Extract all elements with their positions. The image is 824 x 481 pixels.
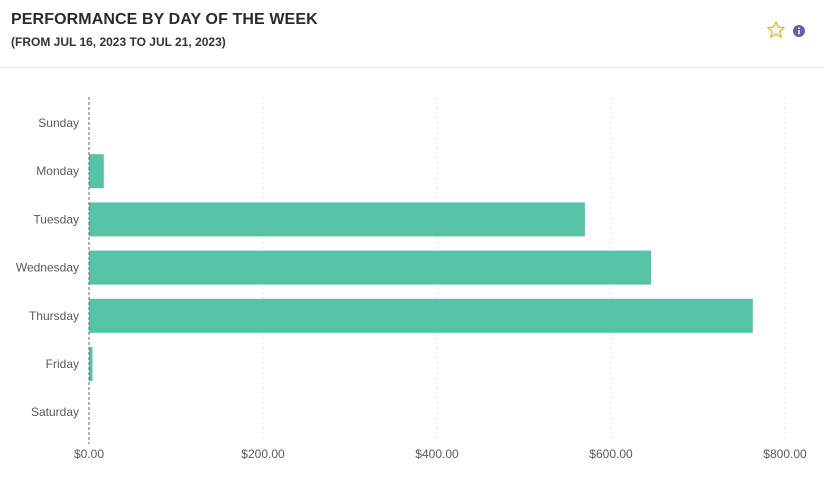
y-tick-label: Wednesday <box>16 261 79 275</box>
bar-tuesday[interactable] <box>89 202 585 237</box>
bar-chart: $0.00 $200.00 $400.00 $600.00 $800.00 Sunday M… <box>0 68 824 481</box>
star-icon[interactable] <box>766 20 786 40</box>
y-tick-label: Saturday <box>31 405 79 419</box>
bar-monday[interactable] <box>89 154 104 189</box>
x-tick-label: $0.00 <box>74 447 104 461</box>
x-tick-label: $400.00 <box>415 447 459 461</box>
date-range-subtitle: (FROM JUL 16, 2023 TO JUL 21, 2023) <box>11 35 226 49</box>
bars <box>89 154 753 381</box>
tick-labels: $0.00 $200.00 $400.00 $600.00 $800.00 Sunday M… <box>16 116 807 461</box>
chart-svg: $0.00 $200.00 $400.00 $600.00 $800.00 Sunday M… <box>16 97 807 461</box>
y-tick-label: Friday <box>46 357 79 371</box>
info-icon[interactable] <box>793 25 805 37</box>
x-tick-label: $200.00 <box>241 447 285 461</box>
y-tick-label: Monday <box>36 164 79 178</box>
bar-friday[interactable] <box>89 347 93 381</box>
y-tick-label: Tuesday <box>33 212 79 226</box>
x-tick-label: $800.00 <box>763 447 807 461</box>
y-tick-label: Thursday <box>29 309 79 323</box>
chart-header: PERFORMANCE BY DAY OF THE WEEK (FROM JUL… <box>0 0 824 68</box>
x-tick-label: $600.00 <box>589 447 633 461</box>
chart-title: PERFORMANCE BY DAY OF THE WEEK <box>11 11 318 28</box>
bar-wednesday[interactable] <box>89 250 652 285</box>
bar-thursday[interactable] <box>89 298 753 333</box>
y-tick-label: Sunday <box>38 116 79 130</box>
